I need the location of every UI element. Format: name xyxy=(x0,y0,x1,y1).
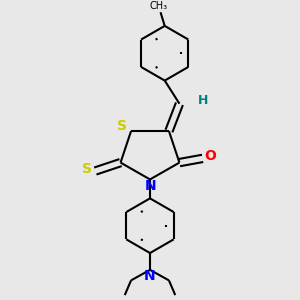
Text: N: N xyxy=(145,179,157,193)
Text: O: O xyxy=(204,149,216,163)
Text: N: N xyxy=(144,269,156,283)
Text: H: H xyxy=(197,94,208,107)
Text: S: S xyxy=(82,162,92,176)
Text: CH₃: CH₃ xyxy=(149,1,167,11)
Text: S: S xyxy=(117,119,127,133)
